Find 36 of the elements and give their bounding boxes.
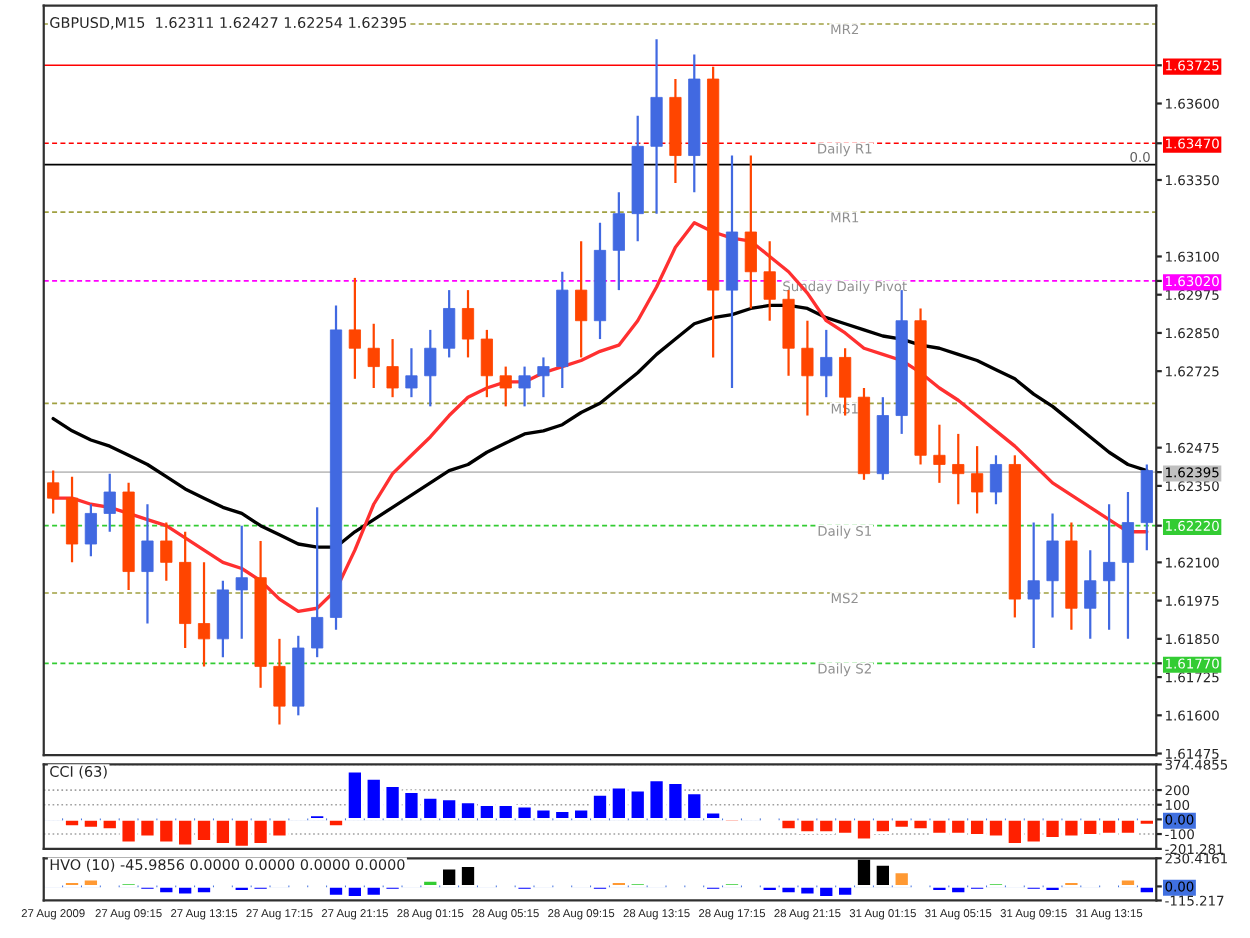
candlestick [989, 454, 1003, 506]
candlestick [952, 432, 965, 506]
candlestick [480, 328, 493, 399]
candlestick [103, 472, 116, 533]
candlestick [1027, 521, 1040, 650]
candlestick [424, 328, 437, 408]
candlestick [405, 347, 418, 399]
candlestick [518, 365, 531, 408]
candlestick [367, 322, 380, 390]
candlestick [273, 637, 286, 726]
candlestick [235, 524, 248, 640]
candlestick [311, 506, 324, 659]
candlestick [575, 240, 588, 359]
candlestick [47, 469, 60, 515]
candlestick [348, 276, 361, 380]
candlestick [933, 423, 946, 484]
candlestick [801, 319, 814, 417]
candlestick [820, 328, 833, 399]
candlestick [197, 561, 211, 668]
candlestick [386, 337, 399, 399]
candlestick [744, 154, 757, 310]
candlestick [971, 445, 984, 515]
candlestick [1084, 549, 1097, 640]
candlestick [443, 289, 456, 359]
candlestick [1121, 490, 1135, 640]
candlestick [763, 240, 776, 322]
candlestick [1103, 503, 1116, 631]
candlestick [499, 365, 512, 408]
candlestick [537, 356, 550, 399]
candlestick [84, 503, 97, 558]
candlestick [1046, 512, 1059, 619]
candlestick [160, 521, 173, 582]
candlestick [65, 475, 79, 564]
candlestick [141, 503, 154, 625]
candlestick [461, 289, 475, 359]
candlestick [612, 191, 625, 292]
